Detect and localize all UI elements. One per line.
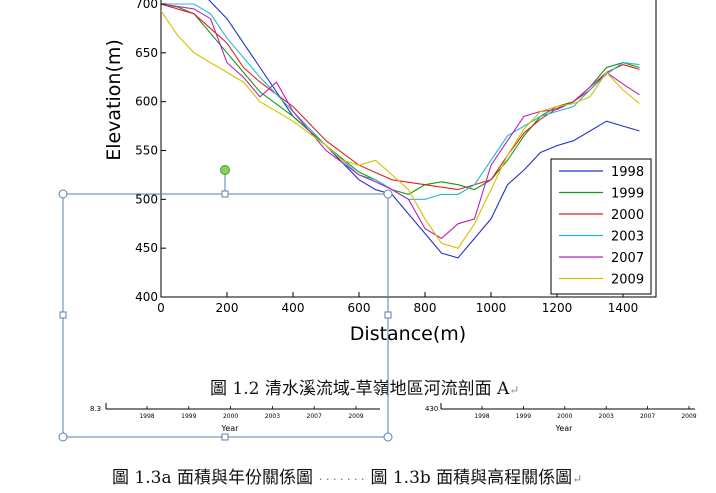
mini-tick-label: 2009 [681, 413, 696, 420]
y-tick-label: 400 [135, 290, 158, 304]
caption-figure-1-2: 圖 1.2 清水溪流域-草嶺地區河流剖面 A↵ [210, 374, 519, 399]
x-tick-label: 0 [157, 301, 165, 315]
return-mark: ↵ [572, 472, 583, 486]
y-tick-label: 500 [135, 192, 158, 206]
legend-label-2003: 2003 [611, 230, 644, 245]
mini-tick-label: 2003 [265, 413, 280, 420]
mini-x-label: Year [221, 424, 240, 433]
series-line-2000 [161, 3, 640, 191]
x-tick-label: 800 [414, 301, 437, 315]
series-line-2003 [161, 3, 640, 200]
caption-1-3b: 圖 1.3b 面積與高程關係圖 [370, 468, 573, 488]
caption-1-3a: 圖 1.3a 面積與年份關係圖 [112, 468, 313, 488]
mini-tick-label: 2000 [223, 413, 238, 420]
series-line-1998 [208, 0, 640, 259]
mini-tick-label: 1998 [139, 413, 154, 420]
caption-figure-1-3: 圖 1.3a 面積與年份關係圖 · · · · · · · 圖 1.3b 面積與高程… [112, 463, 582, 488]
x-tick-label: 1200 [542, 301, 573, 315]
legend-label-1999: 1999 [611, 187, 644, 202]
y-tick-label: 650 [135, 46, 158, 60]
mini-tick-label: 1999 [516, 413, 531, 420]
x-tick-label: 200 [216, 301, 239, 315]
y-tick-label: 700 [135, 0, 158, 11]
mini-tick-label: 2003 [599, 413, 614, 420]
legend-label-2009: 2009 [611, 273, 644, 288]
mini-tick-label: 1999 [181, 413, 196, 420]
x-tick-label: 1400 [608, 301, 639, 315]
mini-x-label: Year [555, 424, 574, 433]
mini-tick-label: 2007 [640, 413, 655, 420]
mini-tick-label: 2009 [348, 413, 363, 420]
legend-label-1998: 1998 [611, 165, 644, 180]
x-tick-label: 1000 [476, 301, 507, 315]
legend-label-2007: 2007 [611, 251, 644, 266]
mini-chart-area-vs-year: 8.3 1998 1999 2000 2003 2007 2009 Year [90, 403, 380, 433]
legend-box [550, 158, 652, 295]
x-tick-label: 600 [348, 301, 371, 315]
legend-label-2000: 2000 [611, 208, 644, 223]
y-tick-label: 450 [135, 241, 158, 255]
x-tick-label: 400 [282, 301, 305, 315]
mini-tick-label: 2007 [307, 413, 322, 420]
series-line-2009 [161, 10, 640, 249]
mini-y-value: 430 [425, 405, 438, 413]
mini-tick-label: 2000 [557, 413, 572, 420]
y-tick-label: 550 [135, 144, 158, 158]
caption-text: 圖 1.2 清水溪流域-草嶺地區河流剖面 A [210, 379, 510, 399]
resize-handle-bottom-left[interactable] [58, 432, 68, 442]
elevation-profile-chart: 0 200 400 600 800 1000 1200 1400 400 450 500 550 600… [103, 0, 657, 345]
mini-y-value: 8.3 [90, 405, 101, 413]
return-mark: ↵ [509, 383, 520, 397]
resize-handle-bottom[interactable] [221, 433, 229, 441]
y-axis-label: Elevation(m) [103, 39, 125, 161]
caption-leader: · · · · · · · [318, 473, 365, 486]
x-axis-label: Distance(m) [350, 323, 466, 345]
plot-area [160, 0, 657, 298]
mini-tick-label: 1998 [474, 413, 489, 420]
y-tick-label: 600 [135, 95, 158, 109]
resize-handle-bottom-right[interactable] [383, 432, 393, 442]
mini-chart-area-vs-elevation: 430 1998 1999 2000 2003 2007 2009 Year [425, 403, 697, 433]
